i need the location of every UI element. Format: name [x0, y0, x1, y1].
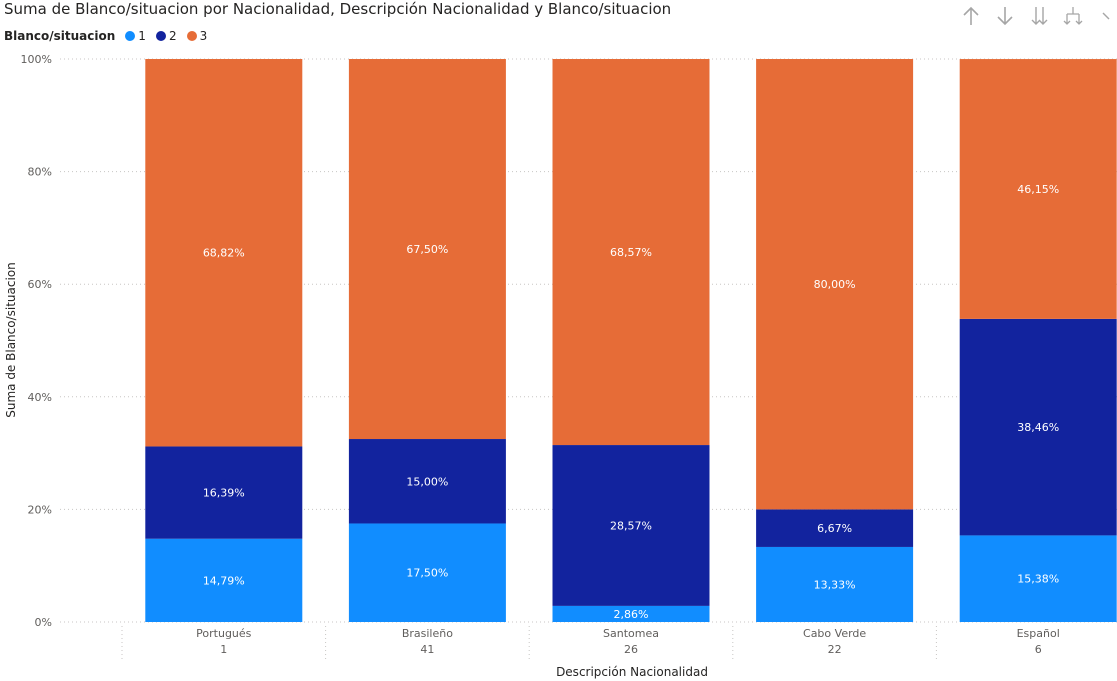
y-axis-title: Suma de Blanco/situacion — [4, 262, 18, 418]
bar-segment-series-2[interactable] — [959, 318, 1117, 536]
data-label: 2,86% — [614, 608, 649, 621]
x-axis-title: Descripción Nacionalidad — [556, 665, 708, 679]
bar-segment-series-1[interactable] — [552, 605, 710, 622]
y-tick-label: 20% — [28, 503, 52, 516]
x-subtick-label: 1 — [220, 643, 227, 656]
data-label: 68,82% — [203, 247, 245, 260]
data-label: 15,38% — [1017, 573, 1059, 586]
data-label: 67,50% — [406, 243, 448, 256]
data-label: 38,46% — [1017, 421, 1059, 434]
drill-up-icon[interactable] — [960, 4, 982, 28]
legend-title: Blanco/situacion — [4, 29, 116, 43]
x-tick-label: Español — [1017, 627, 1060, 640]
legend-marker-2 — [155, 31, 166, 41]
data-label: 17,50% — [406, 567, 448, 580]
legend-marker-3 — [186, 31, 197, 41]
data-label: 68,57% — [610, 246, 652, 259]
bar-segment-series-3[interactable] — [959, 59, 1117, 319]
data-label: 15,00% — [406, 475, 448, 488]
x-tick-label: Brasileño — [402, 627, 453, 640]
data-label: 80,00% — [814, 278, 856, 291]
visual-toolbar — [960, 4, 1117, 28]
x-subtick-label: 6 — [1035, 643, 1042, 656]
data-label: 13,33% — [814, 578, 856, 591]
bar-segment-series-2[interactable] — [552, 445, 710, 606]
bars: 14,79% 16,39% 68,82% 17,50% 15,00% 67,50% 2,86… — [145, 59, 1117, 622]
y-tick-label: 40% — [28, 391, 52, 404]
data-label: 28,57% — [610, 519, 652, 532]
data-label: 14,79% — [203, 574, 245, 587]
x-tick-label: Santomea — [603, 627, 659, 640]
bar-segment-series-1[interactable] — [959, 535, 1117, 622]
data-label: 16,39% — [203, 487, 245, 500]
data-label: 6,67% — [817, 522, 852, 535]
bar-segment-series-2[interactable] — [756, 509, 914, 547]
data-label: 46,15% — [1017, 183, 1059, 196]
bar-segment-series-1[interactable] — [756, 546, 914, 622]
expand-next-level-icon[interactable] — [1028, 4, 1050, 28]
legend: Blanco/situacion 1 2 3 — [4, 29, 211, 43]
bar-segment-series-3[interactable] — [552, 59, 710, 446]
more-options-icon[interactable] — [1096, 4, 1117, 28]
y-axis: 0% 20% 40% 60% 80% 100% — [21, 53, 52, 629]
expand-hierarchy-icon[interactable] — [1062, 4, 1084, 28]
y-tick-label: 100% — [21, 53, 52, 66]
bar-segment-series-3[interactable] — [756, 59, 914, 510]
bar-segment-series-1[interactable] — [145, 538, 303, 622]
x-subtick-label: 41 — [420, 643, 434, 656]
bar-segment-series-3[interactable] — [348, 59, 506, 440]
x-tick-label: Portugués — [196, 627, 252, 640]
legend-item-3[interactable]: 3 — [186, 29, 208, 43]
legend-label-3: 3 — [199, 29, 208, 43]
y-tick-label: 60% — [28, 278, 52, 291]
y-tick-label: 0% — [35, 616, 52, 629]
x-tick-label: Cabo Verde — [803, 627, 866, 640]
x-subtick-label: 26 — [624, 643, 638, 656]
legend-label-1: 1 — [138, 29, 146, 43]
legend-item-2[interactable]: 2 — [155, 29, 177, 43]
drill-down-icon[interactable] — [994, 4, 1016, 28]
bar-segment-series-2[interactable] — [348, 439, 506, 524]
bar-segment-series-3[interactable] — [145, 59, 303, 447]
legend-marker-1 — [125, 31, 136, 41]
bar-segment-series-2[interactable] — [145, 446, 303, 539]
x-subtick-label: 22 — [828, 643, 842, 656]
chart-title: Suma de Blanco/situacion por Nacionalida… — [4, 0, 672, 18]
x-axis: Portugués 1 Brasileño 41 Santomea 26 Cabo Verd… — [121, 626, 1060, 660]
bar-segment-series-1[interactable] — [348, 523, 506, 622]
legend-item-1[interactable]: 1 — [125, 29, 146, 43]
legend-label-2: 2 — [168, 29, 177, 43]
y-tick-label: 80% — [28, 166, 52, 179]
